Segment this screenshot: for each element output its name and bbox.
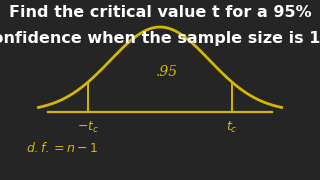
Text: confidence when the sample size is 15.: confidence when the sample size is 15. bbox=[0, 31, 320, 46]
Text: Find the critical value t for a 95%: Find the critical value t for a 95% bbox=[9, 5, 311, 20]
Text: $-t_c$: $-t_c$ bbox=[77, 120, 99, 135]
Text: $t_c$: $t_c$ bbox=[226, 120, 238, 135]
Text: $d.f. = n-1$: $d.f. = n-1$ bbox=[26, 141, 98, 155]
Text: .95: .95 bbox=[155, 65, 178, 79]
